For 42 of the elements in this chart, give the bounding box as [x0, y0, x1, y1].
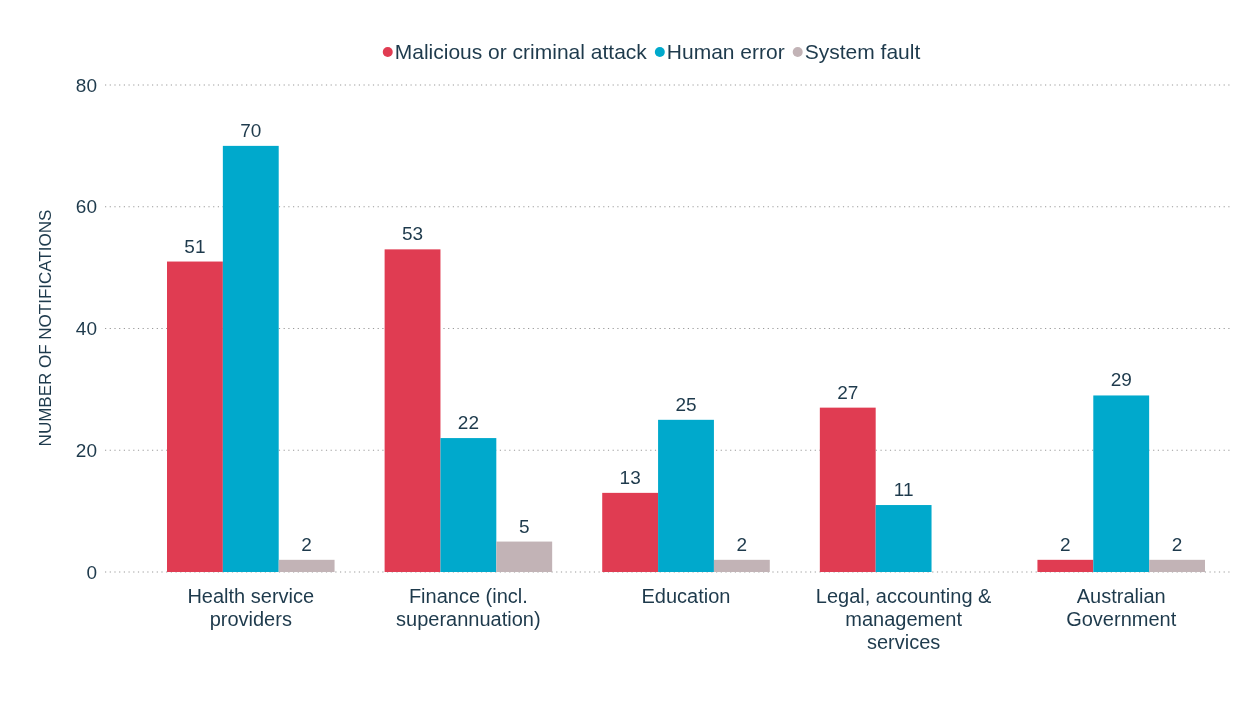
y-tick-label: 80	[75, 74, 97, 96]
x-tick-label: Legal, accounting & management services	[815, 585, 993, 653]
y-axis-title: NUMBER OF NOTIFICATIONS	[36, 209, 55, 447]
data-label: 25	[675, 393, 697, 415]
data-label: 70	[240, 119, 262, 141]
data-label: 27	[837, 381, 859, 403]
y-tick-label: 0	[86, 561, 97, 583]
bar	[384, 249, 441, 572]
bar	[1093, 395, 1150, 572]
y-tick-label: 60	[75, 196, 97, 218]
data-label: 22	[457, 412, 479, 434]
data-label: 53	[401, 223, 424, 245]
bar	[1037, 559, 1094, 572]
bar	[875, 505, 932, 572]
bar	[602, 492, 659, 572]
y-tick-label: 40	[75, 318, 97, 340]
x-tick-label: Education	[641, 585, 731, 607]
data-label: 5	[518, 515, 530, 537]
x-tick-label: Finance (incl. superannuation)	[396, 585, 541, 630]
bar	[658, 419, 714, 572]
x-tick-label: Health service providers	[187, 585, 315, 630]
y-tick-label: 20	[75, 439, 97, 461]
data-label: 2	[1171, 533, 1183, 555]
data-label: 11	[893, 479, 914, 501]
legend-label: Malicious or criminal attack	[394, 40, 648, 63]
bar	[278, 559, 335, 572]
data-label: 2	[1060, 533, 1071, 555]
legend-label: System fault	[804, 40, 921, 63]
bar	[440, 438, 497, 572]
bar	[1149, 559, 1205, 572]
bar	[713, 559, 770, 572]
data-label: 51	[184, 235, 206, 257]
data-label: 2	[736, 533, 748, 555]
bar	[167, 261, 223, 572]
bar	[819, 407, 876, 572]
data-label: 29	[1110, 369, 1132, 391]
legend-label: Human error	[666, 40, 785, 63]
x-tick-label: Australian Government	[1066, 585, 1177, 630]
bar	[222, 145, 279, 572]
bar	[496, 541, 553, 572]
data-label: 2	[301, 533, 312, 555]
data-label: 13	[619, 466, 641, 488]
